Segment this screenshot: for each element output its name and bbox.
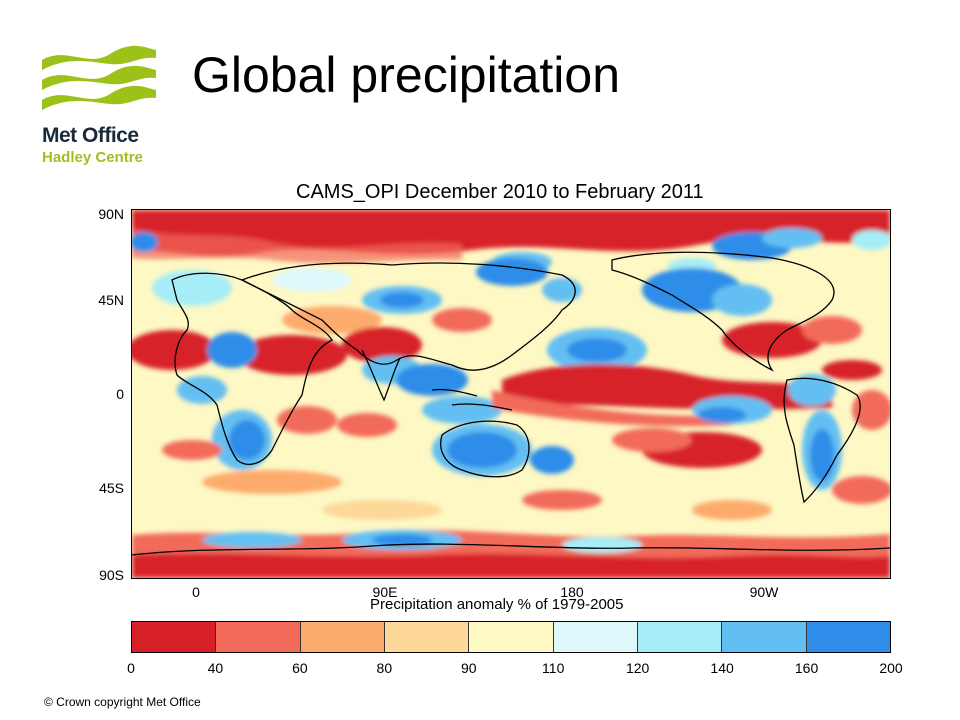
y-tick-label: 45S [99, 480, 124, 496]
colorbar-segment [300, 622, 385, 652]
colorbar-segment [384, 622, 470, 652]
y-tick-label: 0 [116, 386, 124, 402]
colorbar-tick-label: 60 [292, 660, 308, 676]
colorbar-tick-label: 80 [376, 660, 393, 676]
y-tick-label: 90N [98, 206, 124, 222]
colorbar-segment [132, 622, 217, 652]
wave-logo-icon [42, 45, 156, 110]
colorbar-tick-label: 160 [794, 660, 819, 676]
y-tick-label: 45N [98, 292, 124, 308]
y-tick-label: 90S [99, 567, 124, 583]
colorbar-tick-label: 140 [710, 660, 734, 676]
x-tick-label: 90W [749, 584, 779, 600]
colorbar-title: Precipitation anomaly % of 1979-2005 [370, 596, 624, 613]
met-office-logo: Met Office Hadley Centre [38, 42, 168, 172]
map-title: CAMS_OPI December 2010 to February 2011 [296, 181, 704, 203]
colorbar-tick-label: 110 [542, 660, 565, 676]
logo-subtitle: Hadley Centre [42, 149, 143, 166]
copyright-text: © Crown copyright Met Office [44, 695, 201, 709]
colorbar-segment [216, 622, 301, 652]
logo-name: Met Office [42, 124, 139, 147]
colorbar-tick-label: 90 [460, 660, 477, 676]
colorbar-tick-label: 120 [625, 660, 650, 676]
colorbar-tick-label: 40 [207, 660, 224, 676]
colorbar-segment [806, 622, 890, 652]
colorbar-tick-label: 200 [879, 660, 903, 676]
precipitation-anomaly-map [131, 209, 891, 579]
colorbar-segment [637, 622, 723, 652]
slide-title: Global precipitation [192, 47, 621, 103]
x-tick-label: 0 [192, 584, 200, 600]
map-canvas [132, 210, 890, 578]
colorbar-tick-label: 0 [127, 660, 135, 676]
colorbar [131, 621, 891, 653]
colorbar-segment [722, 622, 807, 652]
colorbar-segment [469, 622, 554, 652]
colorbar-segment [553, 622, 638, 652]
x-tick-label: 180 [560, 584, 584, 600]
x-tick-label: 90E [372, 584, 398, 600]
